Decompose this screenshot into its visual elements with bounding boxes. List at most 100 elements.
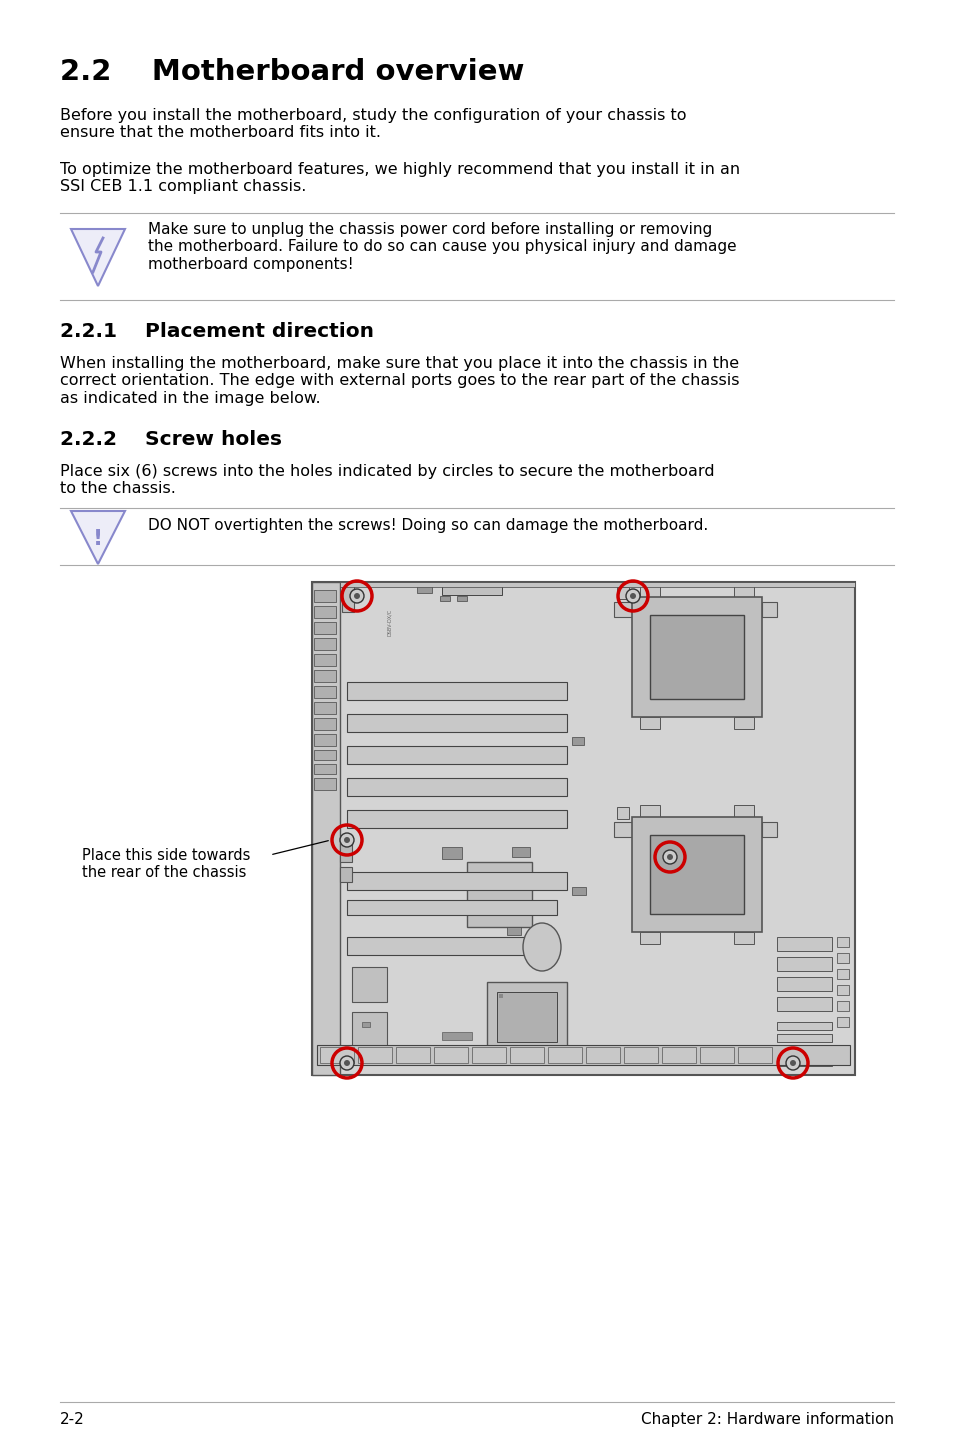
Circle shape — [344, 837, 350, 843]
Polygon shape — [71, 229, 125, 286]
Text: 2.2    Motherboard overview: 2.2 Motherboard overview — [60, 58, 524, 86]
Bar — [836, 1017, 848, 1027]
Bar — [614, 603, 631, 617]
Bar — [498, 994, 502, 998]
Bar — [312, 582, 339, 1076]
Bar — [623, 1047, 658, 1063]
Bar — [314, 718, 335, 731]
Bar — [347, 682, 566, 700]
Bar — [776, 938, 831, 951]
Text: Make sure to unplug the chassis power cord before installing or removing
the mot: Make sure to unplug the chassis power co… — [148, 221, 736, 272]
Bar — [347, 715, 566, 732]
Circle shape — [339, 1055, 354, 1070]
Bar — [361, 1022, 370, 1027]
Bar — [733, 718, 753, 729]
Bar — [352, 966, 387, 1002]
Bar — [512, 847, 530, 857]
Text: When installing the motherboard, make sure that you place it into the chassis in: When installing the motherboard, make su… — [60, 357, 739, 406]
Bar — [661, 1047, 696, 1063]
Bar — [314, 623, 335, 634]
Bar — [639, 718, 659, 729]
Bar — [314, 751, 335, 761]
Bar — [339, 582, 854, 587]
Bar — [510, 1047, 543, 1063]
Bar — [472, 1047, 505, 1063]
Bar — [836, 969, 848, 979]
Bar — [441, 585, 501, 595]
Bar — [617, 587, 628, 600]
Circle shape — [785, 1055, 800, 1070]
Circle shape — [350, 590, 364, 603]
Bar — [572, 738, 583, 745]
Bar — [352, 1012, 387, 1047]
Bar — [347, 938, 546, 955]
Bar — [347, 746, 566, 764]
Bar — [339, 867, 352, 881]
Bar — [467, 861, 532, 928]
Bar — [631, 597, 761, 718]
Bar — [347, 900, 557, 915]
Bar — [314, 686, 335, 697]
Bar — [733, 932, 753, 943]
Bar — [441, 847, 461, 858]
Bar — [314, 638, 335, 650]
Bar — [631, 817, 761, 932]
Bar — [395, 1047, 430, 1063]
Bar — [776, 1022, 831, 1030]
Bar — [776, 997, 831, 1011]
Bar — [347, 810, 566, 828]
Bar — [314, 764, 335, 774]
Bar — [314, 702, 335, 715]
Text: Chapter 2: Hardware information: Chapter 2: Hardware information — [640, 1412, 893, 1426]
Bar — [572, 887, 585, 894]
Bar — [639, 932, 659, 943]
Bar — [776, 976, 831, 991]
Text: Place this side towards
the rear of the chassis: Place this side towards the rear of the … — [82, 848, 250, 880]
Bar — [733, 805, 753, 820]
Bar — [357, 1047, 392, 1063]
Circle shape — [339, 833, 354, 847]
Bar — [776, 958, 831, 971]
Bar — [319, 1047, 354, 1063]
Circle shape — [625, 590, 639, 603]
Bar — [312, 582, 854, 1076]
Bar — [316, 1045, 849, 1066]
Bar — [486, 982, 566, 1053]
Circle shape — [629, 592, 636, 600]
Bar — [776, 1058, 831, 1066]
Bar — [547, 1047, 581, 1063]
Bar — [456, 595, 467, 601]
Bar — [733, 585, 753, 600]
Bar — [585, 1047, 619, 1063]
Bar — [649, 835, 743, 915]
Bar — [649, 615, 743, 699]
Bar — [639, 805, 659, 820]
Circle shape — [789, 1060, 795, 1066]
Bar — [314, 605, 335, 618]
Circle shape — [354, 592, 359, 600]
Bar — [314, 590, 335, 603]
Ellipse shape — [522, 923, 560, 971]
Bar — [614, 823, 631, 837]
Text: 2.2.1    Placement direction: 2.2.1 Placement direction — [60, 322, 374, 341]
Text: !: ! — [92, 529, 103, 549]
Circle shape — [666, 854, 672, 860]
Text: 2-2: 2-2 — [60, 1412, 85, 1426]
Bar — [738, 1047, 771, 1063]
Text: Place six (6) screws into the holes indicated by circles to secure the motherboa: Place six (6) screws into the holes indi… — [60, 464, 714, 496]
Bar — [314, 778, 335, 789]
Polygon shape — [71, 510, 125, 564]
Bar — [761, 823, 776, 837]
Bar — [416, 585, 432, 592]
Bar — [314, 733, 335, 746]
Text: Before you install the motherboard, study the configuration of your chassis to
e: Before you install the motherboard, stud… — [60, 108, 686, 141]
Bar — [700, 1047, 733, 1063]
Bar — [836, 953, 848, 963]
Text: 2.2.2    Screw holes: 2.2.2 Screw holes — [60, 430, 282, 449]
Bar — [506, 928, 520, 935]
Bar — [439, 595, 450, 601]
Bar — [776, 1045, 831, 1054]
Bar — [347, 778, 566, 797]
Text: To optimize the motherboard features, we highly recommend that you install it in: To optimize the motherboard features, we… — [60, 162, 740, 194]
Bar — [341, 582, 354, 613]
